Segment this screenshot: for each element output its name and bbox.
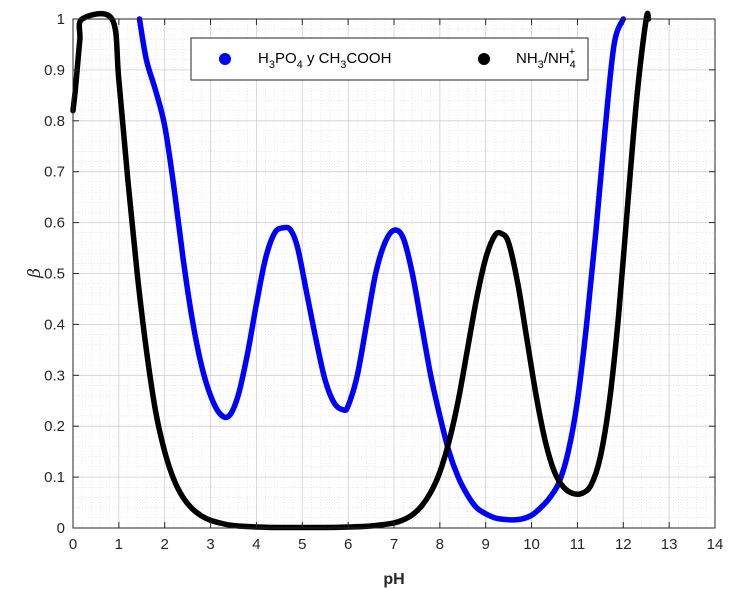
- y-axis-label: β: [25, 268, 45, 279]
- y-tick-label: 0.4: [44, 316, 65, 333]
- x-tick-label: 9: [482, 536, 490, 553]
- y-tick-label: 0.1: [44, 469, 65, 486]
- y-tick-label: 0.5: [44, 266, 65, 283]
- y-tick-label: 0: [57, 520, 65, 537]
- y-tick-label: 0.2: [44, 418, 65, 435]
- x-tick-label: 7: [390, 536, 398, 553]
- x-tick-label: 0: [69, 536, 77, 553]
- legend: H3PO4 y CH3COOH NH3/NH4+: [190, 37, 589, 81]
- series-line-2: [70, 10, 652, 531]
- x-tick-label: 8: [436, 536, 444, 553]
- y-tick-label: 0.3: [44, 367, 65, 384]
- x-tick-label: 11: [570, 536, 586, 553]
- legend-label-series-1: H3PO4 y CH3COOH: [258, 50, 391, 71]
- y-tick-label: 0.8: [44, 113, 65, 130]
- legend-label-series-2: NH3/NH4+: [516, 46, 576, 71]
- x-tick-label: 10: [523, 536, 540, 553]
- x-tick-label: 14: [707, 536, 724, 553]
- y-tick-label: 0.7: [44, 164, 65, 181]
- axis-ticks: [72, 18, 716, 529]
- x-tick-label: 2: [161, 536, 169, 553]
- series-line-1: [136, 16, 627, 523]
- y-tick-label: 0.9: [44, 62, 65, 79]
- legend-marker-series-2: [478, 53, 490, 65]
- x-tick-label: 12: [615, 536, 632, 553]
- x-axis-label: pH: [383, 571, 404, 588]
- x-tick-label: 4: [252, 536, 260, 553]
- x-tick-label: 1: [115, 536, 123, 553]
- y-tick-label: 0.6: [44, 215, 65, 232]
- x-tick-label: 13: [661, 536, 678, 553]
- y-tick-labels: 0 0.1 0.2 0.3 0.4 0.5 0.6 0.7 0.8 0.9 1: [44, 11, 65, 537]
- legend-marker-series-1: [219, 53, 231, 65]
- series-layer: [70, 10, 652, 531]
- x-tick-label: 5: [298, 536, 306, 553]
- x-tick-label: 3: [206, 536, 214, 553]
- y-tick-label: 1: [57, 11, 65, 28]
- x-tick-label: 6: [344, 536, 352, 553]
- x-tick-labels: 0 1 2 3 4 5 6 7 8 9 10 11 12 13 14: [69, 536, 724, 553]
- legend-box: [190, 37, 589, 81]
